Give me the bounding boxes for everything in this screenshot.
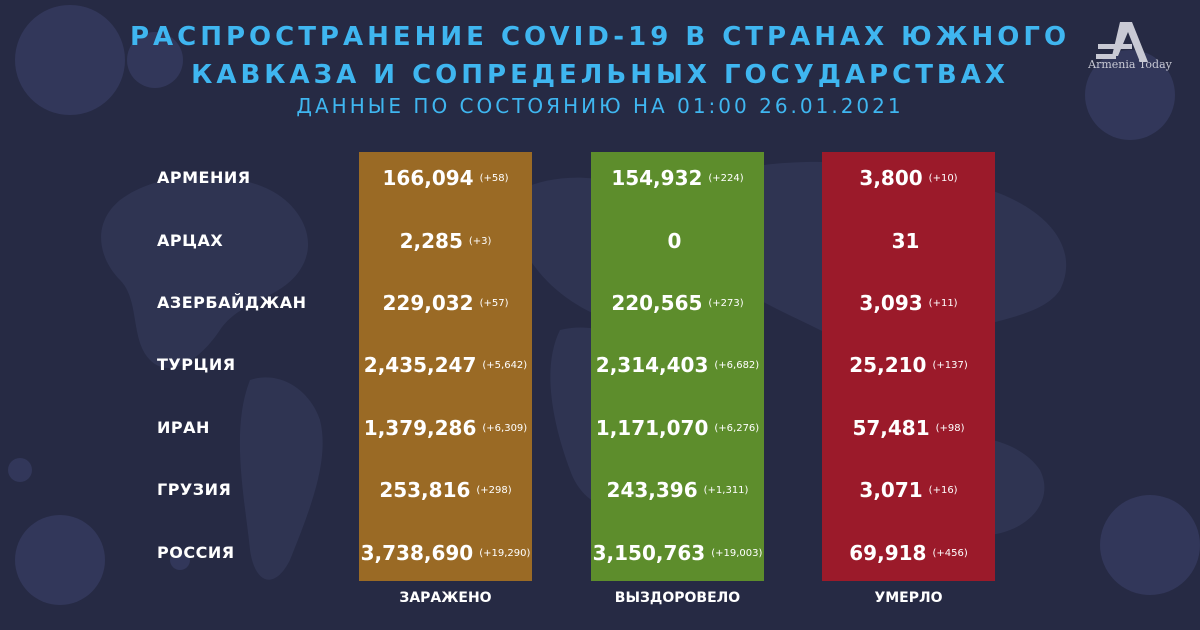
recovered-value: 1,171,070 (595, 416, 709, 440)
recovered-cell: 2,314,403 (+6,682) (591, 345, 764, 385)
recovered-delta: (+19,003) (711, 547, 763, 559)
died-value: 3,800 (859, 166, 923, 190)
died-column-label: УМЕРЛО (874, 590, 943, 606)
armenia-today-logo-icon (1096, 22, 1148, 62)
recovered-cell: 0 (591, 221, 764, 261)
died-value: 25,210 (849, 353, 927, 377)
table-row: ИРАН 1,379,286 (+6,309) 1,171,070 (+6,276)… (0, 408, 1200, 448)
recovered-delta: (+1,311) (703, 484, 749, 496)
country-label: ТУРЦИЯ (157, 355, 236, 374)
recovered-delta: (+6,276) (714, 422, 760, 434)
died-cell: 57,481 (+98) (822, 408, 995, 448)
infected-delta: (+5,642) (482, 359, 528, 371)
country-label: РОССИЯ (157, 543, 235, 562)
recovered-cell: 154,932 (+224) (591, 158, 764, 198)
virus-decorations (8, 5, 1200, 605)
infected-delta: (+57) (479, 297, 509, 309)
died-cell: 3,800 (+10) (822, 158, 995, 198)
died-cell: 3,071 (+16) (822, 470, 995, 510)
recovered-cell: 220,565 (+273) (591, 283, 764, 323)
country-label: ГРУЗИЯ (157, 480, 232, 499)
died-delta: (+456) (932, 547, 968, 559)
died-cell: 25,210 (+137) (822, 345, 995, 385)
recovered-delta: (+273) (708, 297, 744, 309)
infected-cell: 1,379,286 (+6,309) (359, 408, 532, 448)
died-value: 69,918 (849, 541, 927, 565)
country-label: АРЦАХ (157, 231, 224, 250)
page-subtitle: ДАННЫЕ ПО СОСТОЯНИЮ НА 01:00 26.01.2021 (296, 94, 904, 118)
recovered-delta: (+6,682) (714, 359, 760, 371)
recovered-column-bg (591, 152, 764, 581)
infected-value: 1,379,286 (363, 416, 477, 440)
infected-value: 229,032 (382, 291, 474, 315)
infected-cell: 2,435,247 (+5,642) (359, 345, 532, 385)
infected-value: 3,738,690 (360, 541, 474, 565)
infected-delta: (+58) (479, 172, 509, 184)
recovered-value: 2,314,403 (595, 353, 709, 377)
died-value: 57,481 (852, 416, 930, 440)
died-column-bg (822, 152, 995, 581)
recovered-value: 3,150,763 (592, 541, 706, 565)
recovered-column-label: ВЫЗДОРОВЕЛО (614, 590, 741, 606)
infected-cell: 166,094 (+58) (359, 158, 532, 198)
infected-delta: (+298) (476, 484, 512, 496)
country-label: АЗЕРБАЙДЖАН (157, 293, 307, 312)
table-row: АЗЕРБАЙДЖАН 229,032 (+57) 220,565 (+273) 3… (0, 283, 1200, 323)
recovered-cell: 1,171,070 (+6,276) (591, 408, 764, 448)
infected-delta: (+19,290) (479, 547, 531, 559)
recovered-cell: 243,396 (+1,311) (591, 470, 764, 510)
infected-column-label: ЗАРАЖЕНО (399, 590, 492, 606)
infected-cell: 3,738,690 (+19,290) (359, 533, 532, 573)
recovered-value: 154,932 (611, 166, 703, 190)
page-title-line-1: РАСПРОСТРАНЕНИЕ COVID-19 В СТРАНАХ ЮЖНОГ… (129, 22, 1071, 52)
recovered-delta: (+224) (708, 172, 744, 184)
table-row: АРМЕНИЯ 166,094 (+58) 154,932 (+224) 3,800… (0, 158, 1200, 198)
died-delta: (+11) (928, 297, 958, 309)
table-row: ГРУЗИЯ 253,816 (+298) 243,396 (+1,311) 3,0… (0, 470, 1200, 510)
died-cell: 69,918 (+456) (822, 533, 995, 573)
infected-value: 2,285 (399, 229, 463, 253)
died-value: 31 (891, 229, 920, 253)
infected-value: 166,094 (382, 166, 474, 190)
table-row: АРЦАХ 2,285 (+3) 0 31 (0, 221, 1200, 261)
recovered-value: 243,396 (606, 478, 698, 502)
table-row: ТУРЦИЯ 2,435,247 (+5,642) 2,314,403 (+6,68… (0, 345, 1200, 385)
died-delta: (+98) (935, 422, 965, 434)
infected-delta: (+3) (468, 235, 492, 247)
infected-cell: 253,816 (+298) (359, 470, 532, 510)
page-title-line-2: КАВКАЗА И СОПРЕДЕЛЬНЫХ ГОСУДАРСТВАХ (191, 60, 1009, 90)
died-cell: 3,093 (+11) (822, 283, 995, 323)
recovered-value: 0 (667, 229, 682, 253)
died-value: 3,093 (859, 291, 923, 315)
infected-value: 253,816 (379, 478, 471, 502)
infected-delta: (+6,309) (482, 422, 528, 434)
died-cell: 31 (822, 221, 995, 261)
died-delta: (+10) (928, 172, 958, 184)
died-delta: (+137) (932, 359, 968, 371)
infected-value: 2,435,247 (363, 353, 477, 377)
country-label: АРМЕНИЯ (157, 168, 251, 187)
country-label: ИРАН (157, 418, 210, 437)
infected-cell: 229,032 (+57) (359, 283, 532, 323)
infected-cell: 2,285 (+3) (359, 221, 532, 261)
recovered-cell: 3,150,763 (+19,003) (591, 533, 764, 573)
died-delta: (+16) (928, 484, 958, 496)
died-value: 3,071 (859, 478, 923, 502)
table-row: РОССИЯ 3,738,690 (+19,290) 3,150,763 (+19,… (0, 533, 1200, 573)
infected-column-bg (359, 152, 532, 581)
recovered-value: 220,565 (611, 291, 703, 315)
logo-text: Armenia Today (1088, 58, 1172, 71)
